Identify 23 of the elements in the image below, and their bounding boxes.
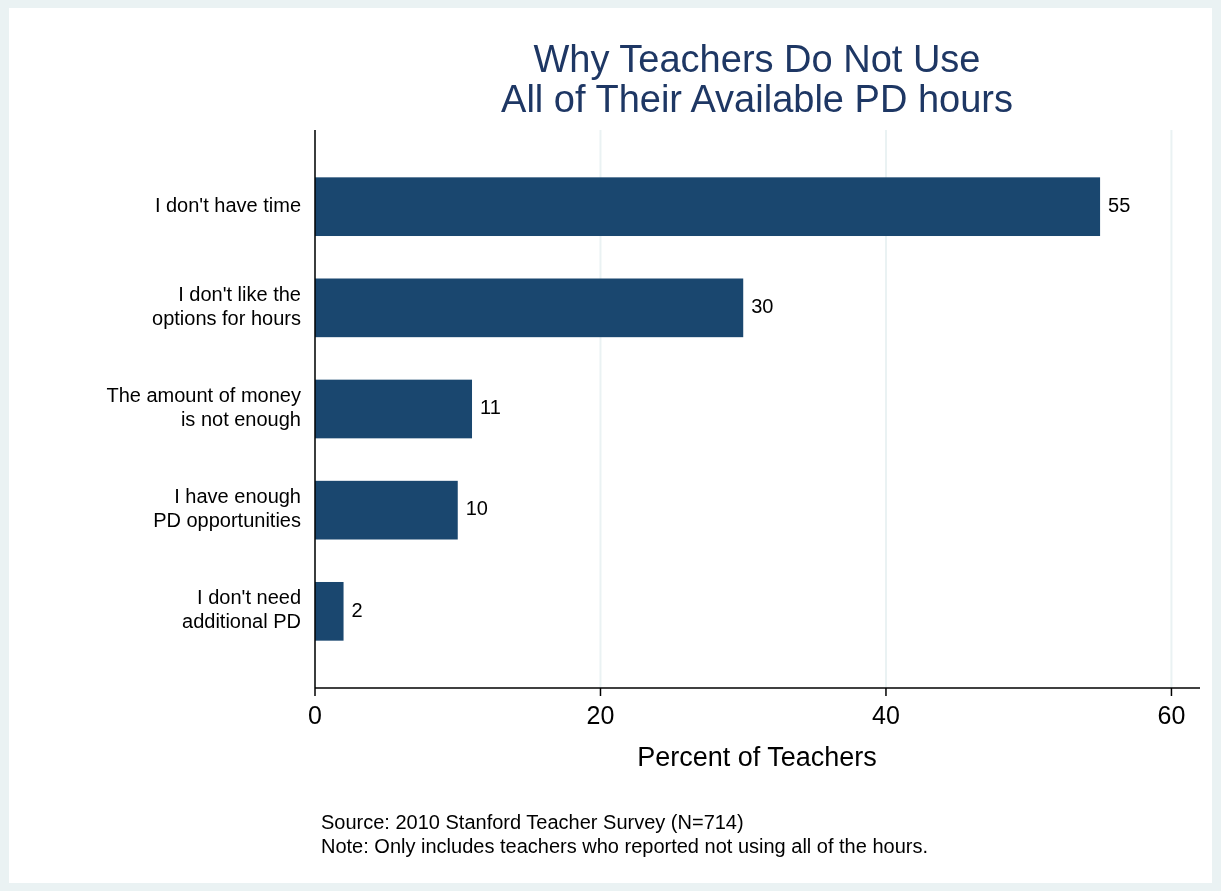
y-tick-label: I don't need additional PD: [182, 586, 301, 633]
data-label: 30: [751, 295, 774, 318]
y-tick-label: I don't like the options for hours: [152, 283, 301, 330]
bar: [315, 177, 1101, 237]
y-tick-label: The amount of money is not enough: [106, 384, 301, 431]
y-tick-label: I don't have time: [154, 193, 301, 216]
bar: [315, 581, 344, 641]
text: Note: Only includes teachers who reported not using all of the hours.: [321, 835, 929, 857]
x-axis-title: Percent of Teachers: [637, 742, 877, 772]
bar: [315, 278, 744, 338]
x-tick-label: 0: [308, 701, 322, 729]
data-label: 55: [1108, 193, 1131, 216]
data-label: 10: [465, 497, 488, 520]
x-tick-label: 40: [872, 701, 900, 729]
chart-title: Why Teachers Do Not Use All of Their Available PD hours: [501, 38, 1013, 120]
y-tick-label: I have enough PD opportunities: [153, 485, 301, 532]
x-tick-label: 60: [1157, 701, 1186, 729]
data-label: 2: [351, 598, 363, 621]
bar: [315, 379, 473, 439]
x-tick-label: 20: [586, 701, 615, 729]
data-label: 11: [480, 396, 501, 419]
source-note: Source: 2010 Stanford Teacher Survey (N=714): [321, 811, 744, 833]
bar: [315, 480, 458, 540]
